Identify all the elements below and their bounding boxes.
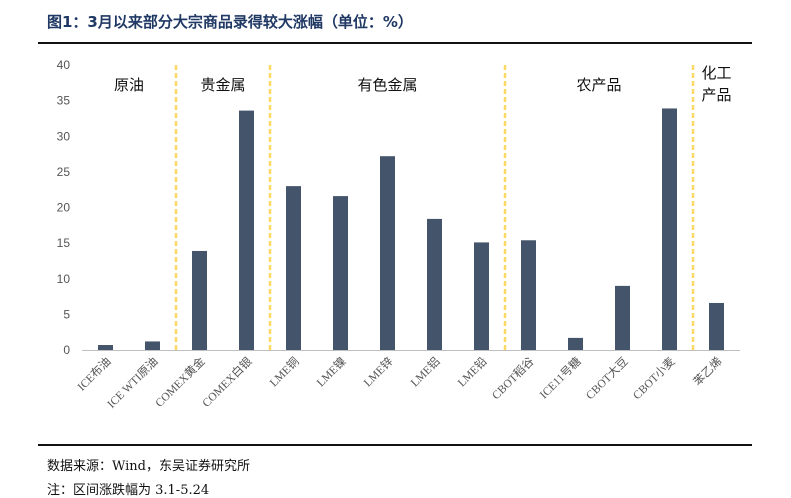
bar (145, 341, 160, 350)
bar (286, 186, 301, 350)
x-tick-label: LME铜 (266, 354, 301, 389)
x-tick-label: ICE WTI原油 (104, 354, 161, 411)
y-tick-label: 20 (57, 201, 71, 215)
bars (98, 108, 724, 351)
x-tick-label: ICE11号糖 (537, 354, 584, 401)
group-label: 有色金属 (357, 76, 417, 94)
bar (380, 156, 395, 350)
x-tick-label: LME锌 (360, 354, 396, 390)
y-axis: 0 5 10 15 20 25 30 35 40 (57, 58, 71, 357)
bar (98, 345, 113, 350)
x-tick-label: 苯乙烯 (690, 354, 724, 388)
y-tick-label: 35 (57, 94, 71, 108)
bar (474, 242, 489, 350)
x-tick-label: CBOT稻谷 (489, 355, 536, 402)
group-label: 贵金属 (200, 76, 245, 94)
x-tick-label: LME铝 (407, 354, 442, 389)
y-tick-label: 5 (63, 307, 70, 321)
bar (662, 108, 677, 351)
footnote: 注：区间涨跌幅为 3.1-5.24 (47, 483, 210, 498)
bar (239, 110, 254, 350)
bar (427, 218, 442, 350)
bottom-rule (38, 444, 752, 446)
data-source: 数据来源：Wind，东吴证券研究所 (47, 459, 250, 474)
x-tick-label: CBOT小麦 (630, 355, 677, 402)
bar (568, 337, 583, 350)
bar (192, 250, 207, 350)
y-tick-label: 30 (57, 129, 71, 143)
bar (709, 302, 724, 350)
y-tick-label: 10 (57, 272, 71, 286)
x-tick-label: COMEX白银 (199, 354, 255, 410)
x-tick-label: ICE布油 (74, 354, 113, 393)
y-tick-label: 25 (57, 165, 71, 179)
group-label: 原油 (114, 76, 144, 94)
y-tick-label: 40 (57, 58, 71, 72)
y-tick-label: 0 (63, 343, 70, 357)
y-tick-label: 15 (57, 236, 71, 250)
x-tick-label: LME镍 (313, 354, 348, 389)
group-label-line: 产品 (701, 86, 731, 104)
x-tick-label: CBOT大豆 (583, 354, 631, 402)
bar (333, 196, 348, 350)
chart-title: 图1：3月以来部分大宗商品录得较大涨幅（单位：%） (47, 13, 413, 31)
x-tick-label: LME铅 (454, 354, 490, 390)
bar (615, 285, 630, 350)
top-rule (38, 42, 752, 44)
group-label: 农产品 (576, 76, 621, 94)
group-label-line: 化工 (701, 64, 731, 82)
bar (521, 240, 536, 350)
